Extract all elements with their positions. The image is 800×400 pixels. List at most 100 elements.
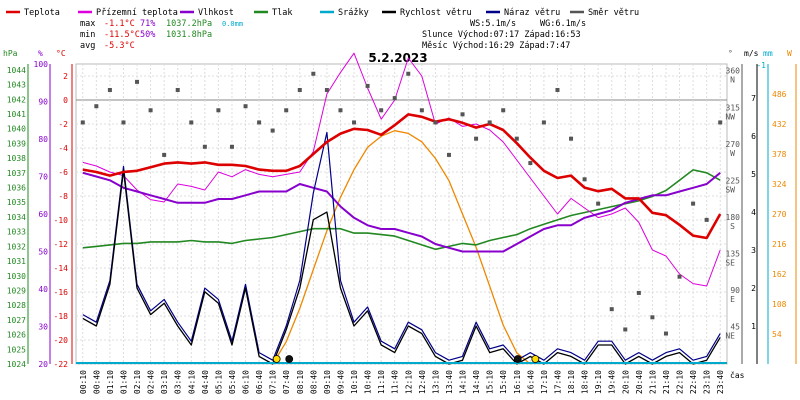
stats-wg: WG:6.1m/s bbox=[540, 19, 586, 29]
temp-tick: -18 bbox=[54, 312, 69, 321]
x-tick-label: 08:10 bbox=[296, 370, 305, 394]
wind-dir-point bbox=[352, 120, 357, 125]
x-tick-label: 02:10 bbox=[133, 370, 142, 394]
wind-dir-point bbox=[365, 83, 370, 88]
press-tick: 1025 bbox=[7, 345, 26, 354]
x-tick-label: 02:40 bbox=[147, 370, 156, 394]
wind-dir-point bbox=[392, 96, 397, 101]
wind-dir-point bbox=[569, 136, 574, 141]
stats-avg-temp: -5.3°C bbox=[104, 41, 135, 51]
wind-dir-point bbox=[501, 108, 506, 113]
dir-tick-name: NW bbox=[725, 112, 735, 121]
wind-dir-point bbox=[487, 120, 492, 125]
wind-dir-point bbox=[338, 108, 343, 113]
dir-tick-name: S bbox=[730, 222, 735, 231]
press-tick: 1028 bbox=[7, 301, 26, 310]
temp-tick: -6 bbox=[58, 168, 68, 177]
temp-tick: 0 bbox=[63, 96, 68, 105]
x-tick-label: 12:10 bbox=[404, 370, 413, 394]
legend-label-0: Teplota bbox=[24, 8, 60, 18]
wind-dir-point bbox=[189, 120, 194, 125]
press-tick: 1036 bbox=[7, 184, 26, 193]
press-tick: 1035 bbox=[7, 198, 26, 207]
x-tick-label: 01:40 bbox=[119, 370, 128, 394]
wind-dir-point bbox=[175, 87, 180, 92]
x-tick-label: 16:10 bbox=[513, 370, 522, 394]
wind-dir-point bbox=[419, 108, 424, 113]
wind-dir-point bbox=[474, 136, 479, 141]
x-tick-label: 05:40 bbox=[228, 370, 237, 394]
wind-dir-point bbox=[379, 108, 384, 113]
x-tick-label: 00:10 bbox=[79, 370, 88, 394]
dir-tick-deg: 180 bbox=[726, 213, 741, 222]
series-slune-n-z-en- bbox=[272, 130, 531, 365]
wind-dir-point bbox=[216, 108, 221, 113]
temp-tick: 2 bbox=[63, 72, 68, 81]
x-tick-label: 19:40 bbox=[608, 370, 617, 394]
dir-tick-name: SW bbox=[725, 185, 735, 194]
x-tick-label: 14:10 bbox=[459, 370, 468, 394]
stats-max-temp: -1.1°C bbox=[104, 19, 135, 29]
dir-tick-name: NE bbox=[725, 331, 735, 340]
press-tick: 1038 bbox=[7, 154, 26, 163]
sunset-marker bbox=[531, 355, 540, 363]
dir-tick-deg: 225 bbox=[726, 176, 741, 185]
press-tick: 1024 bbox=[7, 360, 26, 369]
wind-dir-point bbox=[650, 315, 655, 320]
wind-dir-point bbox=[229, 144, 234, 149]
legend: Teplota Přízemní teplota Vlhkost Tlak Srážky… bbox=[6, 8, 639, 18]
wind-dir-point bbox=[406, 71, 411, 76]
press-tick: 1040 bbox=[7, 125, 26, 134]
wind-dir-point bbox=[135, 79, 140, 84]
wind-dir-point bbox=[270, 128, 275, 133]
unit-temp: °C bbox=[56, 49, 66, 58]
wind-dir-point bbox=[623, 327, 628, 332]
wind-dir-point bbox=[121, 120, 126, 125]
legend-label-1: Přízemní teplota bbox=[96, 8, 178, 18]
wind-dir-point bbox=[433, 120, 438, 125]
stats-max-press: 1037.2hPa bbox=[166, 19, 212, 29]
wind-dir-point bbox=[704, 217, 709, 222]
x-tick-label: 20:10 bbox=[621, 370, 630, 394]
wind-dir-point bbox=[257, 120, 262, 125]
press-tick: 1034 bbox=[7, 213, 26, 222]
x-tick-label: 10:10 bbox=[350, 370, 359, 394]
x-tick-label: 11:10 bbox=[377, 370, 386, 394]
temp-tick: -10 bbox=[54, 216, 69, 225]
legend-label-2: Vlhkost bbox=[198, 8, 234, 18]
wind-dir-point bbox=[555, 87, 560, 92]
stats-block: max -1.1°C 71% 1037.2hPa 0.0mm min -11.5… bbox=[80, 19, 586, 51]
stats-min-temp: -11.5°C bbox=[104, 30, 140, 40]
x-tick-label: 06:10 bbox=[242, 370, 251, 394]
moonrise-marker bbox=[513, 355, 522, 363]
stats-min-label: min bbox=[80, 30, 95, 40]
series-teplota bbox=[82, 113, 722, 240]
hum-tick: 30 bbox=[38, 323, 48, 332]
legend-label-6: Náraz větru bbox=[504, 8, 560, 18]
hum-tick: 100 bbox=[34, 60, 49, 69]
x-tick-label: 09:40 bbox=[336, 370, 345, 394]
x-tick-label: 15:10 bbox=[486, 370, 495, 394]
axis-units: hPa % °C ° m/s mm W čas bbox=[3, 49, 792, 380]
wind-dir-point bbox=[677, 274, 682, 279]
press-tick: 1033 bbox=[7, 228, 26, 237]
temp-tick: -20 bbox=[54, 336, 69, 345]
wind-dir-point bbox=[528, 161, 533, 166]
x-tick-label: 07:40 bbox=[282, 370, 291, 394]
x-tick-label: 23:40 bbox=[716, 370, 725, 394]
x-tick-label: 18:40 bbox=[581, 370, 590, 394]
temp-tick: -4 bbox=[58, 144, 68, 153]
wm2-tick: 108 bbox=[772, 300, 787, 309]
press-tick: 1037 bbox=[7, 169, 26, 178]
legend-label-4: Srážky bbox=[338, 8, 369, 18]
temp-tick: -16 bbox=[54, 288, 69, 297]
x-tick-label: 15:40 bbox=[499, 370, 508, 394]
wind-dir-point bbox=[94, 104, 99, 109]
wind-dir-point bbox=[636, 290, 641, 295]
unit-ms: m/s bbox=[744, 49, 759, 58]
x-tick-label: 04:10 bbox=[187, 370, 196, 394]
hum-tick: 60 bbox=[38, 210, 48, 219]
x-tick-label: 17:40 bbox=[553, 370, 562, 394]
wind-dir-point bbox=[514, 136, 519, 141]
